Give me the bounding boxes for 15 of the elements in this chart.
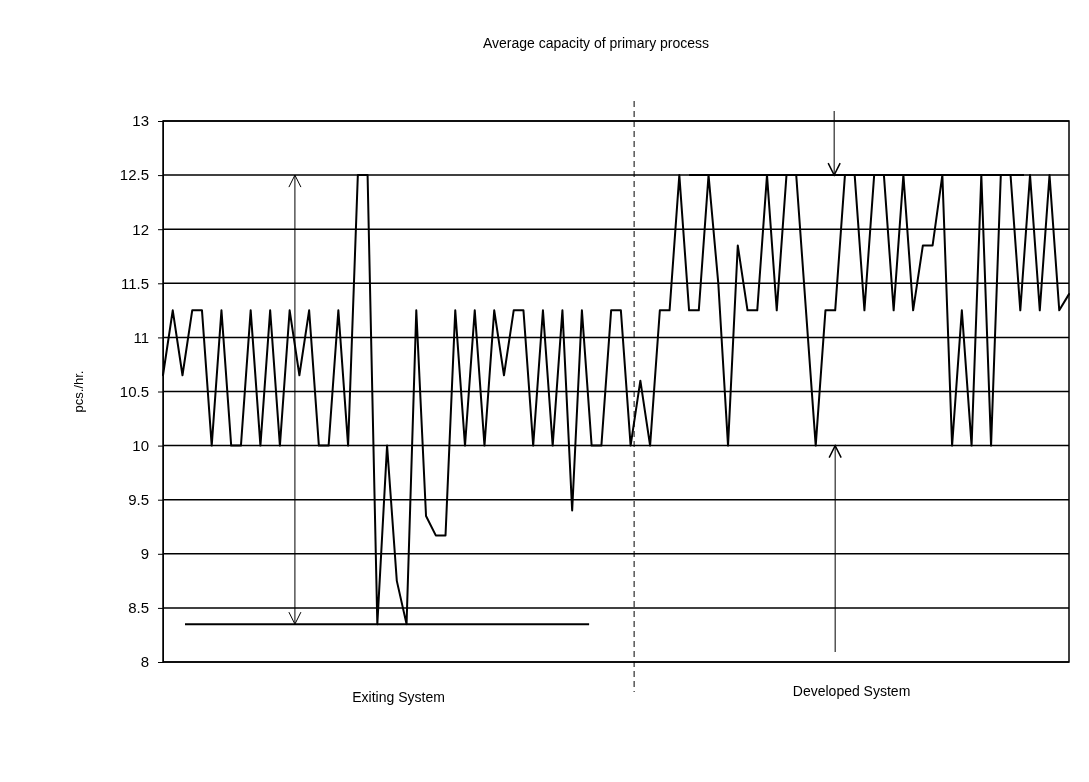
y-tick-label: 10: [132, 436, 149, 454]
y-tick-label: 9.5: [128, 491, 149, 508]
y-tick-label: 8: [140, 653, 149, 671]
y-tick-label: 11: [133, 328, 149, 346]
y-tick-label: 9: [140, 545, 149, 563]
text: Developed System: [792, 683, 911, 699]
y-tick-label: 11.5: [120, 274, 149, 292]
y-tick-label: 12.5: [119, 166, 149, 184]
chart-title: Average capacity of primary process: [482, 35, 710, 51]
y-tick-label: 13: [132, 112, 149, 130]
y-tick-label: 10.5: [119, 382, 149, 400]
y-axis-title: pcs./hr.: [71, 370, 86, 413]
text: Exiting System: [352, 689, 445, 705]
y-tick-label: 8.5: [128, 599, 149, 617]
y-tick-label: 12: [132, 220, 149, 238]
